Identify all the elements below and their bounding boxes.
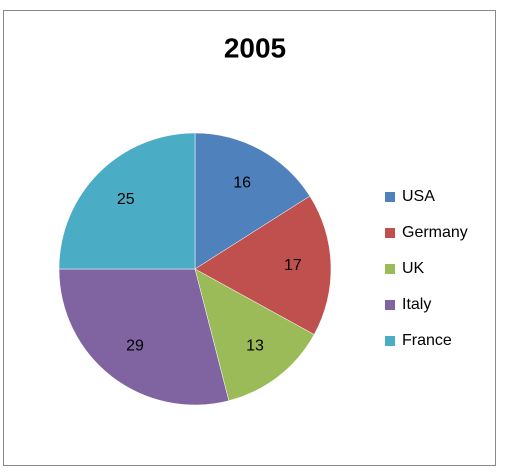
- data-label: 29: [126, 338, 144, 355]
- pie-slice: [58, 132, 196, 270]
- legend-label: UK: [402, 260, 425, 277]
- pie-slice: [58, 268, 230, 406]
- legend-swatch: [385, 336, 395, 346]
- legend-label: France: [402, 332, 452, 349]
- data-label: 17: [284, 257, 302, 274]
- legend-label: Italy: [402, 296, 431, 313]
- pie-slice: [194, 195, 332, 335]
- data-label: 16: [233, 174, 251, 191]
- pie-slice: [194, 268, 315, 402]
- data-label: 25: [117, 191, 135, 208]
- legend-swatch: [385, 192, 395, 202]
- legend-swatch: [385, 300, 395, 310]
- chart-title: 2005: [224, 32, 286, 63]
- legend-swatch: [385, 264, 395, 274]
- legend-label: Germany: [402, 224, 468, 241]
- legend-swatch: [385, 228, 395, 238]
- data-label: 13: [246, 338, 264, 355]
- pie-slice: [194, 132, 311, 270]
- legend-label: USA: [402, 188, 435, 205]
